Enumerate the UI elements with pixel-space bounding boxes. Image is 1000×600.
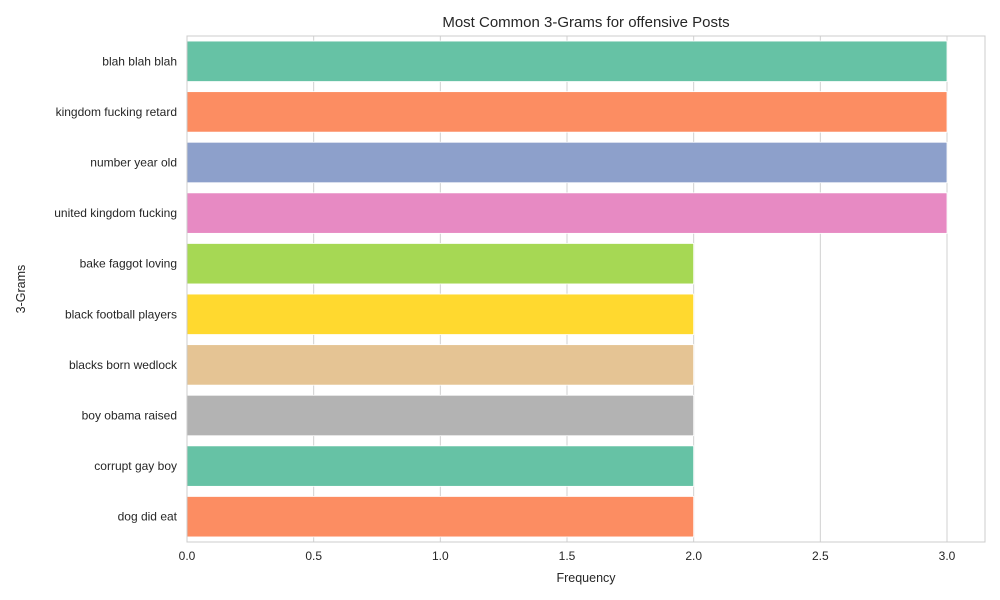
plot-frame bbox=[186, 35, 986, 543]
x-tick-label: 0.0 bbox=[179, 549, 196, 563]
y-tick-label: black football players bbox=[65, 307, 177, 321]
bar bbox=[186, 445, 695, 487]
y-tick-label: bake faggot loving bbox=[80, 257, 177, 271]
bars bbox=[186, 40, 948, 538]
y-tick-label: dog did eat bbox=[118, 510, 178, 524]
y-tick-label: kingdom fucking retard bbox=[56, 105, 177, 119]
y-tick-label: boy obama raised bbox=[82, 409, 177, 423]
bar bbox=[186, 394, 695, 437]
x-tick-label: 1.5 bbox=[559, 549, 576, 563]
bar bbox=[186, 344, 695, 386]
y-tick-labels: blah blah blah kingdom fucking retard numb… bbox=[54, 54, 178, 523]
x-tick-labels: 0.0 0.5 1.0 1.5 2.0 2.5 3.0 bbox=[179, 549, 956, 563]
x-axis-label: Frequency bbox=[556, 571, 616, 585]
x-tick-label: 2.0 bbox=[685, 549, 702, 563]
bar bbox=[186, 496, 695, 538]
x-tick-label: 2.5 bbox=[812, 549, 829, 563]
x-tick-label: 1.0 bbox=[432, 549, 449, 563]
bar bbox=[186, 91, 948, 133]
y-tick-label: number year old bbox=[90, 156, 177, 170]
x-tick-label: 0.5 bbox=[305, 549, 322, 563]
y-tick-label: corrupt gay boy bbox=[94, 459, 177, 473]
y-tick-label: united kingdom fucking bbox=[54, 206, 177, 220]
y-axis-label: 3-Grams bbox=[14, 265, 28, 314]
y-tick-label: blah blah blah bbox=[102, 54, 177, 68]
chart-title: Most Common 3-Grams for offensive Posts bbox=[442, 14, 729, 31]
y-tick-label: blacks born wedlock bbox=[69, 358, 178, 372]
x-tick-label: 3.0 bbox=[939, 549, 956, 563]
bar bbox=[186, 293, 695, 335]
bar bbox=[186, 192, 948, 234]
bar bbox=[186, 40, 948, 82]
bar bbox=[186, 243, 695, 285]
bar bbox=[186, 141, 948, 184]
